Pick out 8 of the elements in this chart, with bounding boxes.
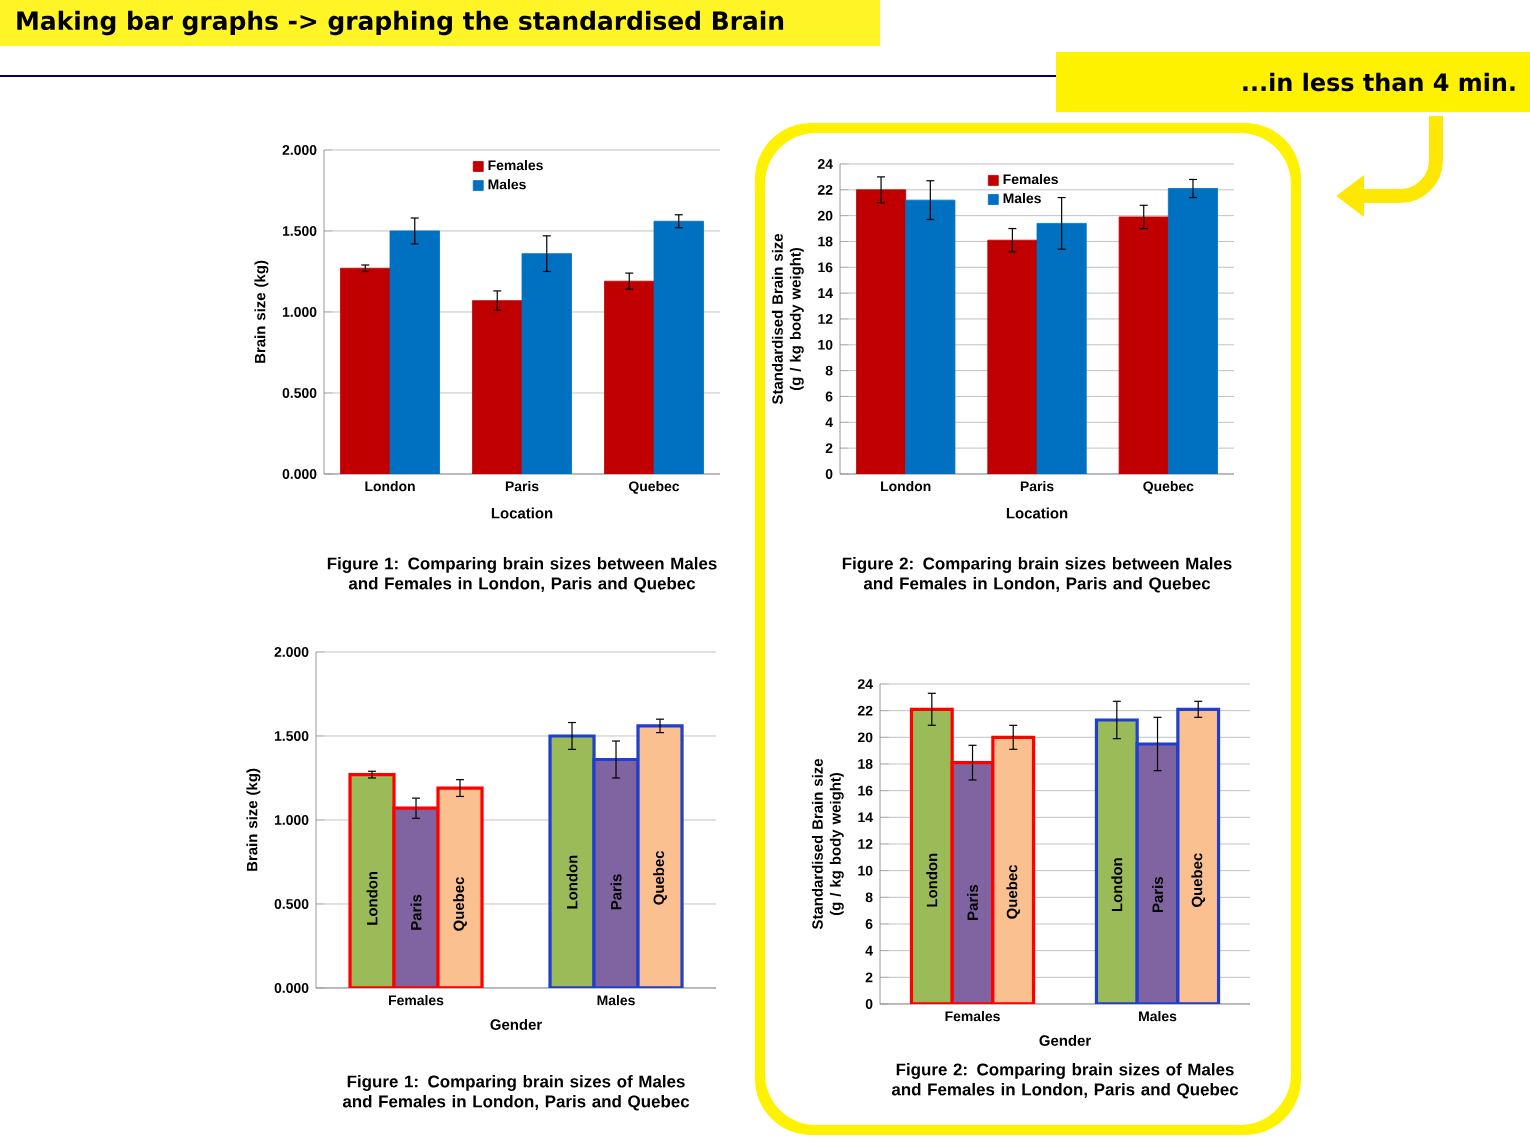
text: Figure 2: Comparing brain sizes of Males and Females in London, Paris and Quebec bbox=[891, 1063, 1239, 1099]
text: Figure 2: Comparing brain sizes between Males and Females in London, Paris and Quebec bbox=[842, 557, 1232, 593]
text: Figure 1: Comparing brain sizes between Males and Females in London, Paris and Quebec bbox=[327, 557, 717, 593]
text: Figure 1: Comparing brain sizes of Males and Females in London, Paris and Quebec bbox=[342, 1075, 690, 1111]
bar bbox=[1036, 222, 1087, 474]
bar bbox=[1118, 216, 1169, 474]
text: Making bar graphs -> graphing the standardised Brain bbox=[17, 10, 784, 36]
text: ...in less than 4 min. bbox=[1243, 72, 1515, 92]
